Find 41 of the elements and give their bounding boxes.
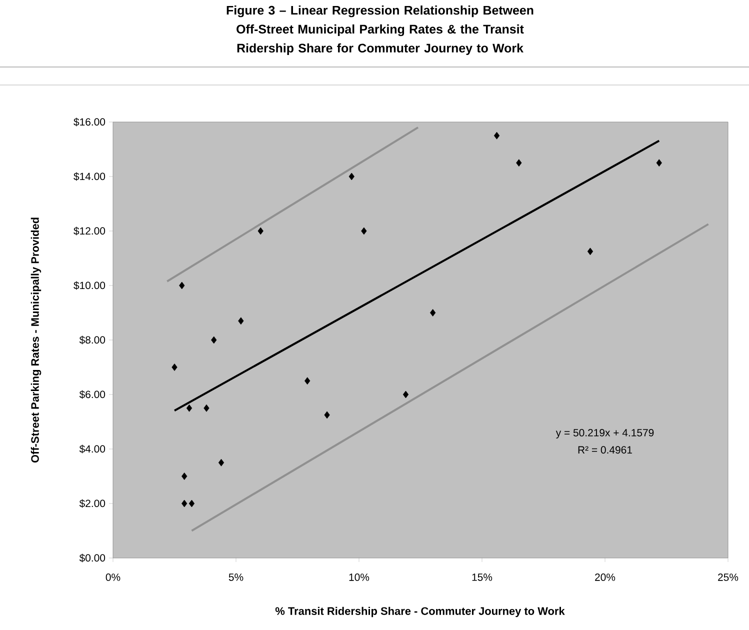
point <box>494 132 500 140</box>
annotation: R² = 0.4961 <box>578 446 632 454</box>
y-tick-label: $8.00 <box>79 336 106 344</box>
point <box>516 159 522 167</box>
chart-title: Figure 3 – Linear Regression Relationship Between Off-Street Municipal Parking Rates & the Transit Ridership Share for Commuter Journey to Work <box>226 6 534 55</box>
y-tick-label: $2.00 <box>79 499 106 508</box>
y-tick-label: $4.00 <box>79 444 106 454</box>
point <box>324 411 330 419</box>
point <box>587 248 594 256</box>
y-axis-title: Off-Street Parking Rates - Municipally Provided <box>30 218 42 463</box>
point <box>186 404 192 412</box>
point <box>402 390 409 398</box>
point <box>656 159 662 167</box>
x-tick-label: 0% <box>106 574 120 581</box>
point <box>348 172 354 180</box>
point <box>182 472 188 480</box>
point <box>218 458 224 466</box>
x-tick-label: 5% <box>228 574 244 581</box>
point <box>172 364 178 371</box>
x-tick-label: 15% <box>472 574 492 581</box>
annotation: y = 50.219x + 4.1579 <box>556 429 654 438</box>
y-tick-label: $0.00 <box>79 554 106 562</box>
y-tick-label: $16.00 <box>74 118 106 126</box>
point <box>361 227 367 235</box>
y-tick-label: $14.00 <box>74 172 106 181</box>
x-tick-label: 10% <box>349 574 370 581</box>
point <box>430 309 436 316</box>
y-tick-label: $10.00 <box>74 281 106 290</box>
y-tick-label: $6.00 <box>79 390 106 399</box>
point <box>211 336 217 344</box>
point <box>179 282 185 290</box>
point <box>238 317 244 325</box>
point <box>188 500 195 508</box>
x-axis-title: % Transit Ridership Share - Commuter Journey to Work <box>275 606 565 618</box>
point <box>204 404 210 412</box>
x-tick-label: 25% <box>718 574 738 581</box>
point <box>304 377 310 385</box>
x-tick-label: 20% <box>595 574 616 581</box>
y-tick-label: $12.00 <box>74 226 106 236</box>
point <box>258 227 264 235</box>
point <box>182 500 188 508</box>
